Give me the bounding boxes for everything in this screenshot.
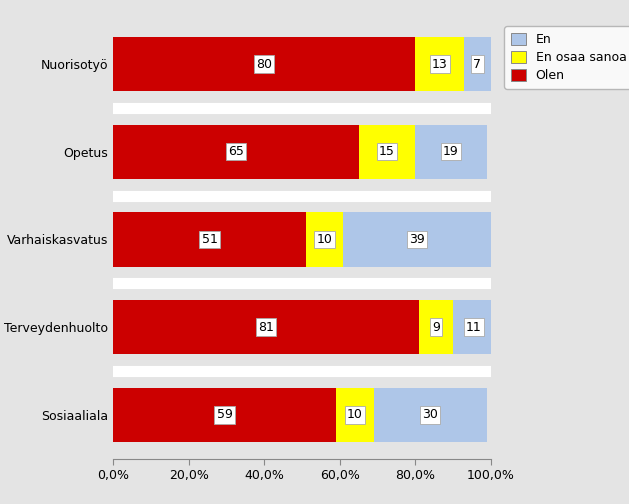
Text: 15: 15 [379,145,395,158]
Bar [306,212,343,267]
Text: 30: 30 [422,408,438,421]
Bar [343,212,491,267]
Text: 80: 80 [256,57,272,71]
Text: 81: 81 [258,321,274,334]
Bar [415,37,464,91]
Text: 59: 59 [216,408,233,421]
Text: 39: 39 [409,233,425,246]
Bar [359,124,415,179]
Bar [415,124,487,179]
Bar [113,300,419,354]
Bar [464,37,491,91]
Bar [336,388,374,442]
Bar [113,124,359,179]
Text: 65: 65 [228,145,244,158]
Bar [113,212,306,267]
Text: 11: 11 [465,321,482,334]
Legend: En, En osaa sanoa, Olen: En, En osaa sanoa, Olen [504,26,629,89]
Text: 13: 13 [431,57,448,71]
Text: 10: 10 [347,408,363,421]
Bar [419,300,453,354]
Text: 51: 51 [201,233,218,246]
Text: 19: 19 [443,145,459,158]
Bar [113,388,336,442]
Bar [374,388,487,442]
Bar [113,37,415,91]
Text: 10: 10 [316,233,333,246]
Text: 9: 9 [432,321,440,334]
Text: 7: 7 [474,57,481,71]
Bar [453,300,494,354]
